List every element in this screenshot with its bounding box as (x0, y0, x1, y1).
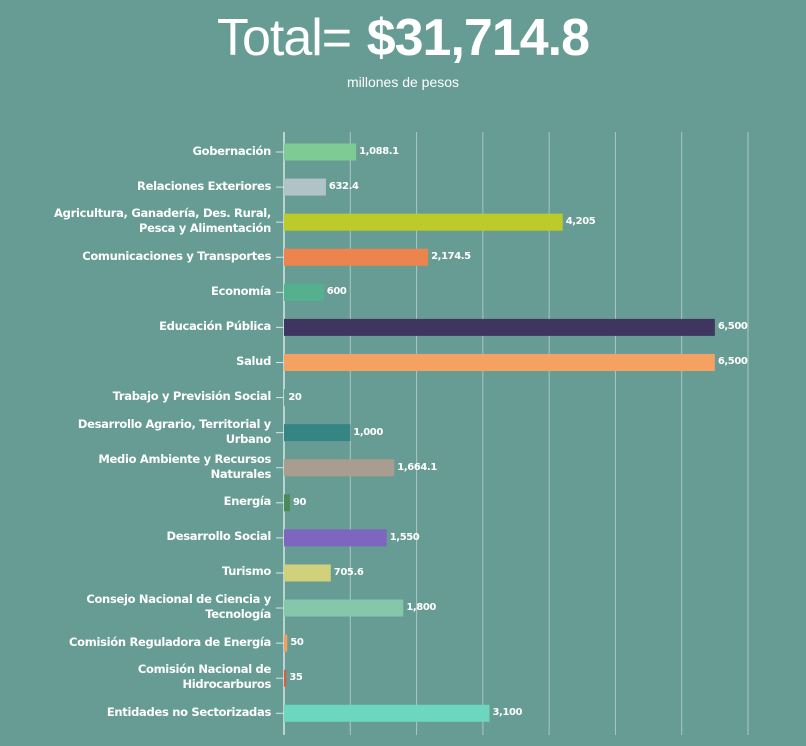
bar (284, 459, 395, 477)
chart-title: Total= $31,714.8 (0, 6, 806, 70)
total-label: Total= (216, 9, 352, 67)
bar (284, 494, 290, 512)
bar (284, 248, 429, 266)
data-label: 90 (292, 496, 307, 508)
category-label: Gobernación (192, 143, 271, 158)
category-label: Agricultura, Ganadería, Des. Rural, Pesc… (54, 206, 271, 236)
data-label: 6,500 (717, 356, 748, 368)
category-label: Comisión Reguladora de Energía (69, 634, 271, 649)
bar (284, 424, 351, 442)
data-label: 4,205 (565, 216, 596, 228)
data-label: 20 (288, 391, 302, 403)
category-label: Turismo (221, 564, 271, 579)
bar (284, 669, 287, 687)
chart-subtitle: millones de pesos (346, 74, 460, 90)
category-label: Comisión Nacional de Hidrocarburos (137, 662, 271, 692)
data-label: 2,174.5 (431, 251, 471, 263)
data-label: 35 (289, 672, 303, 684)
bar (284, 353, 715, 371)
data-label: 632.4 (328, 181, 359, 193)
category-label: Desarrollo Social (166, 529, 271, 544)
data-label: 600 (326, 286, 347, 298)
bar (284, 564, 331, 582)
bar (284, 283, 324, 301)
category-label: Trabajo y Previsión Social (112, 389, 272, 404)
bar (284, 143, 357, 161)
bar (284, 599, 404, 617)
data-label: 1,800 (406, 602, 436, 614)
data-label: 1,550 (389, 531, 420, 543)
category-label: Relaciones Exteriores (137, 178, 271, 193)
data-label: 705.6 (333, 566, 364, 578)
category-label: Energía (223, 494, 272, 509)
data-label: 1,088.1 (359, 146, 399, 157)
category-label: Entidades no Sectorizadas (106, 704, 271, 719)
category-label: Salud (236, 353, 271, 368)
bar (284, 213, 563, 231)
data-label: 6,500 (717, 321, 748, 333)
data-label: 50 (290, 637, 304, 649)
category-label: Educación Pública (159, 318, 271, 333)
category-label: Medio Ambiente y Recursos Naturales (98, 451, 271, 481)
category-label: Consejo Nacional de Ciencia y Tecnología (86, 592, 271, 622)
bar (284, 634, 288, 652)
category-label: Desarrollo Agrario, Territorial y Urbano (77, 416, 271, 446)
bar (284, 318, 715, 336)
total-value: $31,714.8 (366, 9, 590, 67)
data-label: 1,000 (353, 426, 383, 438)
category-label: Economía (211, 283, 271, 298)
bar (284, 178, 326, 196)
category-label: Comunicaciones y Transportes (82, 248, 271, 263)
bar (284, 389, 286, 407)
bar (284, 704, 490, 722)
bar (284, 529, 387, 547)
data-label: 1,664.1 (397, 461, 437, 473)
data-label: 3,100 (492, 707, 523, 719)
